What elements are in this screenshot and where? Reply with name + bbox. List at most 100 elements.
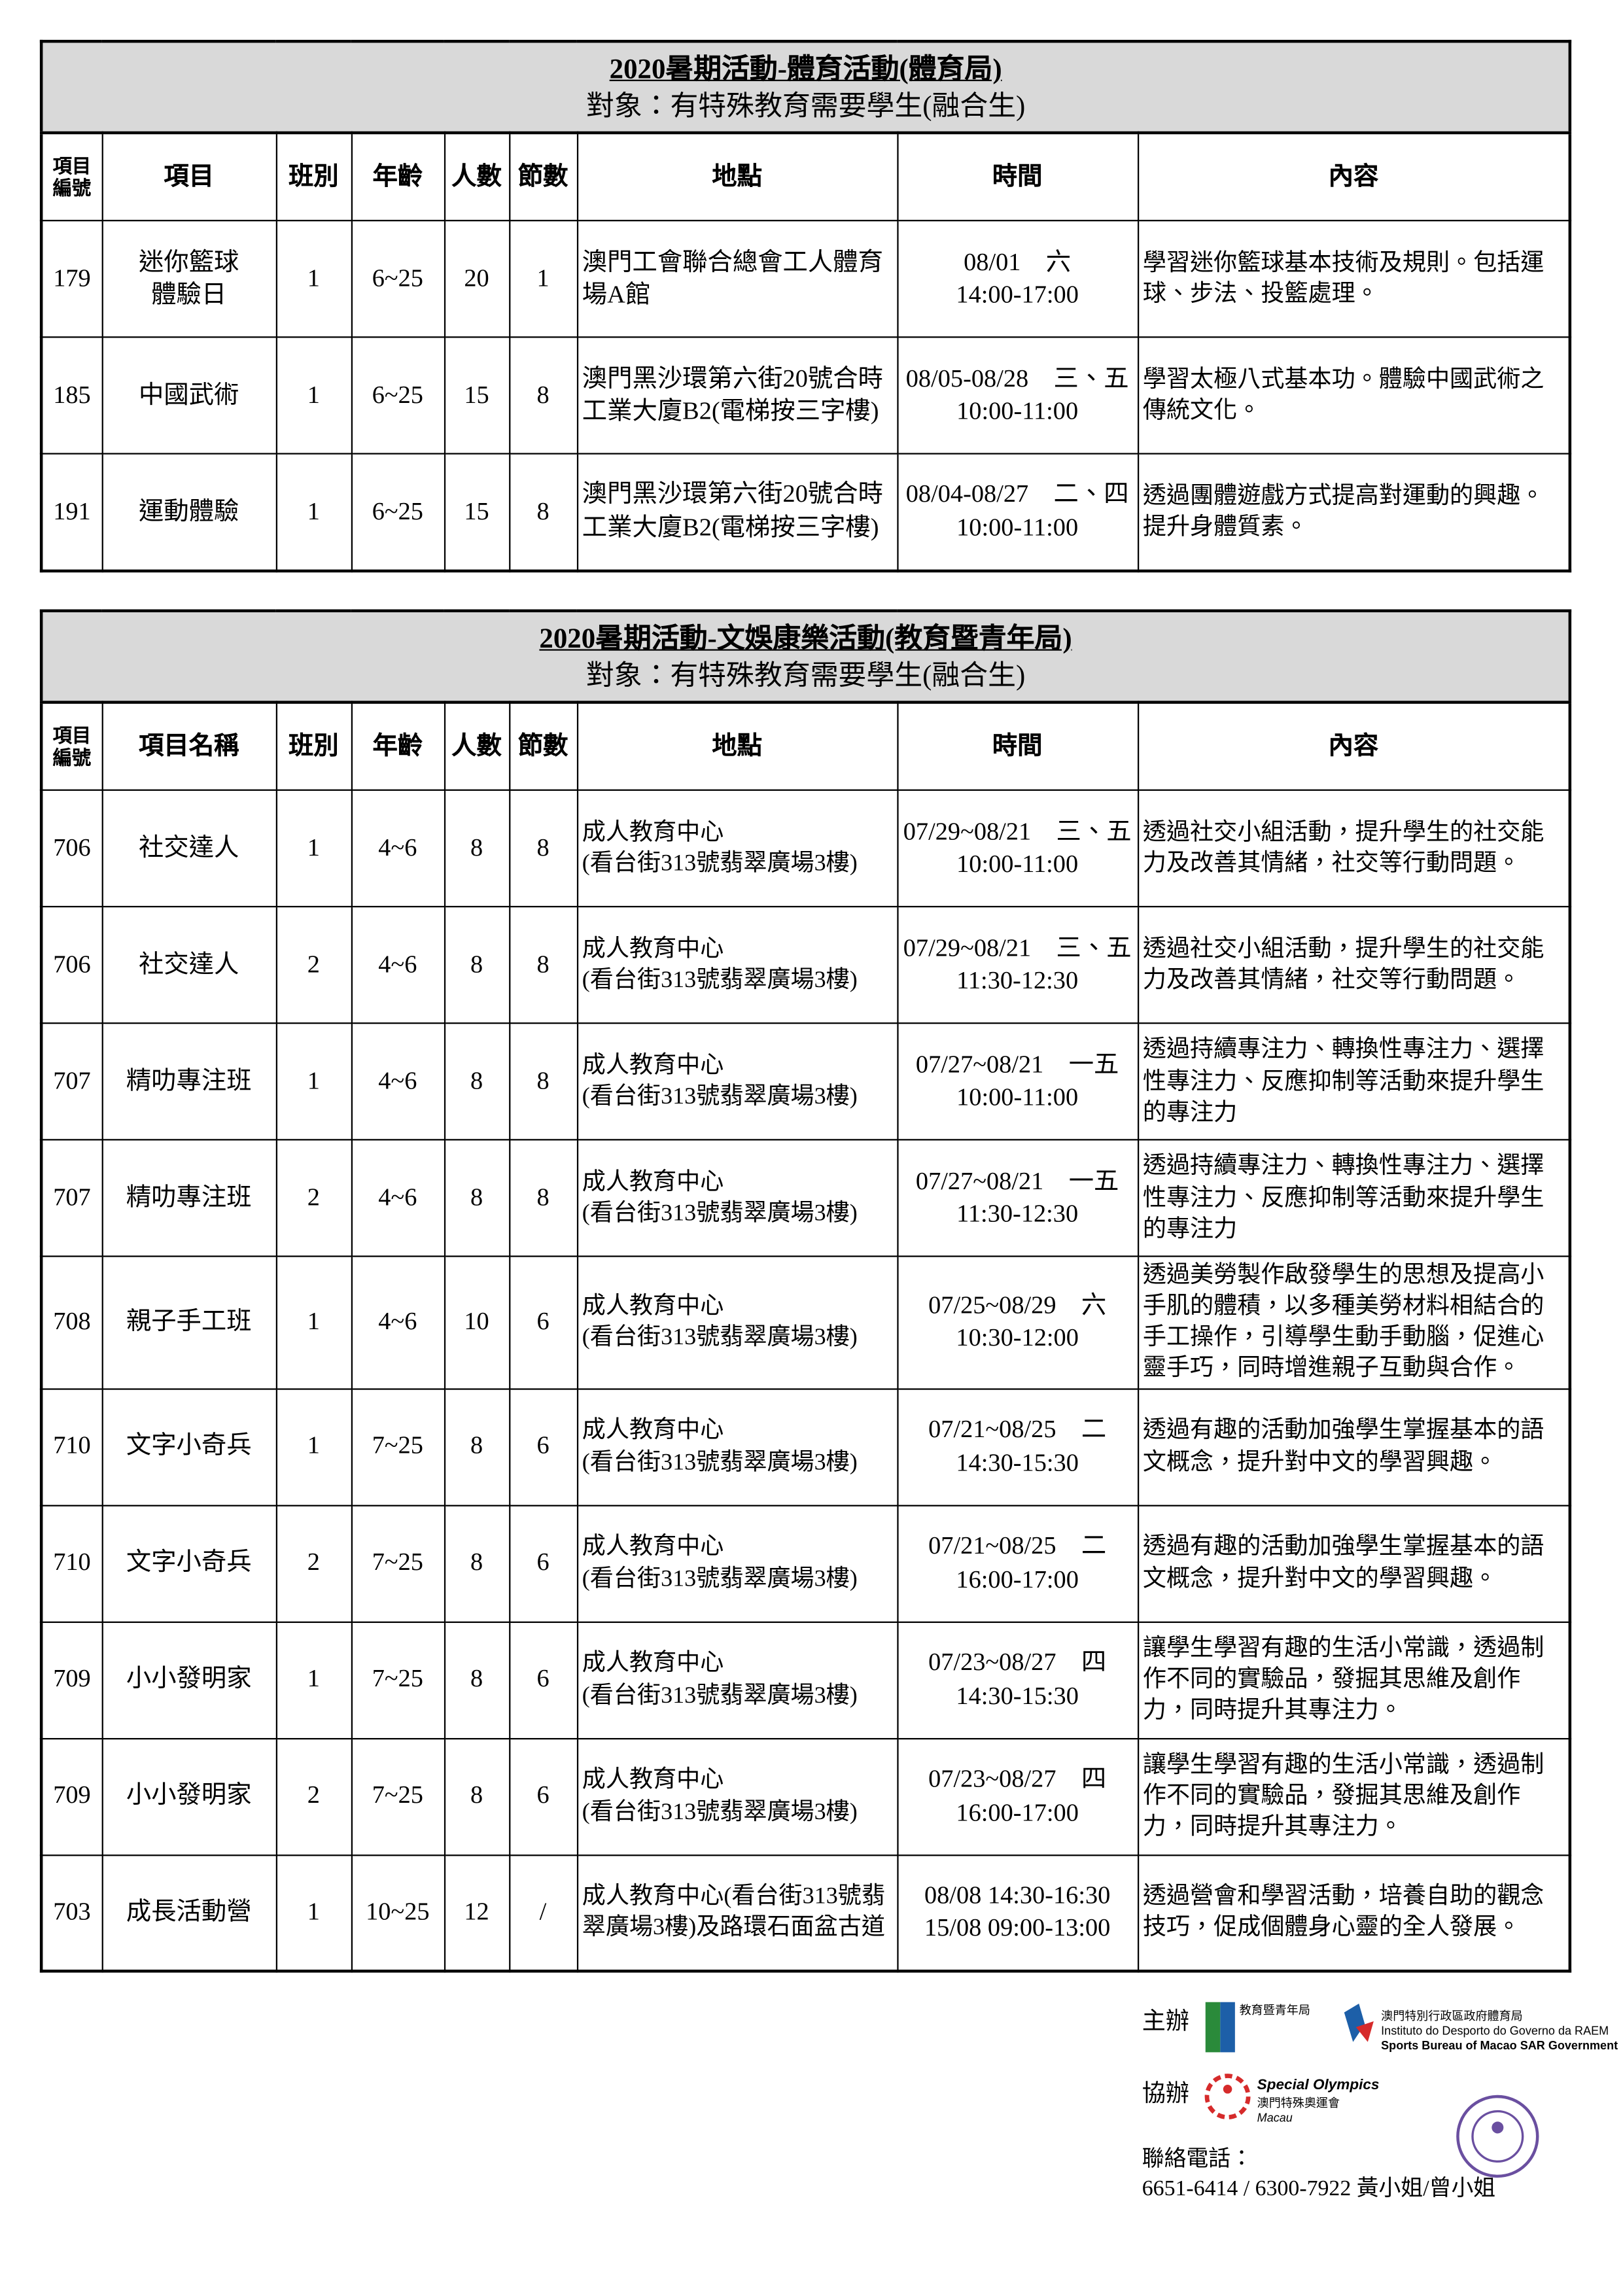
co-organizer-place: Macau: [1257, 2111, 1293, 2125]
cell-id: 703: [41, 1854, 103, 1972]
cell-capacity: 8: [443, 1504, 510, 1623]
cell-capacity: 8: [443, 1022, 510, 1141]
cell-location: 成人教育中心 (看台街313號翡翠廣場3樓): [576, 906, 898, 1024]
cell-id: 706: [41, 790, 103, 908]
organizer-1: 教育暨青年局: [1239, 2003, 1310, 2017]
cell-class-no: 1: [275, 453, 352, 572]
cell-content: 透過團體遊戲方式提高對運動的興趣。提升身體質素。: [1136, 453, 1571, 572]
cell-sessions: /: [508, 1854, 578, 1972]
cell-name: 精叻專注班: [101, 1022, 277, 1141]
table-recreation: 2020暑期活動-文娛康樂活動(教育暨青年局) 對象：有特殊教育需要學生(融合生)…: [39, 609, 1572, 1973]
cell-name: 迷你籃球 體驗日: [101, 220, 277, 338]
cell-id: 710: [41, 1387, 103, 1506]
cell-content: 透過有趣的活動加強學生掌握基本的語文概念，提升對中文的學習興趣。: [1136, 1387, 1571, 1506]
cell-time: 07/23~08/27 四 14:30-15:30: [896, 1620, 1139, 1739]
table-row: 709 小小發明家 2 7~25 8 6 成人教育中心 (看台街313號翡翠廣場3樓) 07/…: [41, 1737, 1571, 1856]
cell-content: 透過持續專注力、轉換性專注力、選擇性專注力、反應抑制等活動來提升學生的專注力: [1136, 1139, 1571, 1258]
table-row: 707 精叻專注班 1 4~6 8 8 成人教育中心 (看台街313號翡翠廣場3樓) 07/2…: [41, 1022, 1571, 1141]
cell-content: 讓學生學習有趣的生活小常識，透過制作不同的實驗品，發掘其思維及創作力，同時提升其…: [1136, 1737, 1571, 1856]
organizer-logos: [1205, 2002, 1374, 2053]
cell-id: 710: [41, 1504, 103, 1623]
cell-content: 透過營會和學習活動，培養自助的觀念技巧，促成個體身心靈的全人發展。: [1136, 1854, 1571, 1972]
cell-sessions: 8: [508, 906, 578, 1024]
cell-sessions: 6: [508, 1387, 578, 1506]
table-subtitle: 對象：有特殊教育需要學生(融合生): [585, 661, 1026, 693]
column-header: 項目 編號: [41, 132, 103, 222]
column-header: 班別: [275, 701, 352, 791]
cell-id: 179: [41, 220, 103, 338]
cell-class-no: 2: [275, 1737, 352, 1856]
header-row: 項目 編號 項目名稱 班別 年齡 人數 節數 地點 時間 內容: [41, 701, 1571, 791]
logo-mark: [1204, 2074, 1251, 2120]
cell-class-no: 1: [275, 336, 352, 455]
title-cell: 2020暑期活動-文娛康樂活動(教育暨青年局) 對象：有特殊教育需要學生(融合生): [41, 610, 1571, 704]
organizer-label: 主辦: [1142, 2009, 1189, 2035]
cell-location: 澳門黑沙環第六街20號合時工業大廈B2(電梯按三字樓): [576, 453, 898, 572]
cell-time: 07/27~08/21 一五 10:00-11:00: [896, 1022, 1139, 1141]
logo-mark: [1344, 2003, 1365, 2042]
cell-name: 小小發明家: [101, 1737, 277, 1856]
cell-age: 7~25: [350, 1387, 445, 1506]
column-header: 項目名稱: [101, 701, 277, 791]
table-body: 706 社交達人 1 4~6 8 8 成人教育中心 (看台街313號翡翠廣場3樓) 07/29…: [41, 790, 1571, 1972]
cell-time: 07/29~08/21 三、五 11:30-12:30: [896, 906, 1139, 1024]
cell-capacity: 8: [443, 1387, 510, 1506]
co-organizer-en: Special Olympics: [1257, 2077, 1380, 2094]
cell-sessions: 6: [508, 1504, 578, 1623]
logo-mark: [1223, 2085, 1232, 2094]
cell-capacity: 8: [443, 1737, 510, 1856]
cell-sessions: 6: [508, 1620, 578, 1739]
cell-age: 10~25: [350, 1854, 445, 1972]
cell-content: 讓學生學習有趣的生活小常識，透過制作不同的實驗品，發掘其思維及創作力，同時提升其…: [1136, 1620, 1571, 1739]
special-olympics-logo: [1204, 2074, 1251, 2120]
cell-location: 成人教育中心(看台街313號翡翠廣場3樓)及路環石面盆古道: [576, 1854, 898, 1972]
cell-id: 708: [41, 1255, 103, 1389]
cell-name: 運動體驗: [101, 453, 277, 572]
cell-class-no: 1: [275, 1854, 352, 1972]
cell-sessions: 6: [508, 1255, 578, 1389]
table-row: 708 親子手工班 1 4~6 10 6 成人教育中心 (看台街313號翡翠廣場3樓) 07/…: [41, 1255, 1571, 1389]
cell-age: 4~6: [350, 1255, 445, 1389]
logo-mark: [1456, 2095, 1539, 2178]
cell-location: 成人教育中心 (看台街313號翡翠廣場3樓): [576, 1387, 898, 1506]
cell-class-no: 1: [275, 220, 352, 338]
cell-capacity: 10: [443, 1255, 510, 1389]
header-row: 項目 編號 項目 班別 年齡 人數 節數 地點 時間 內容: [41, 132, 1571, 222]
cell-class-no: 2: [275, 1504, 352, 1623]
cell-time: 08/04-08/27 二、四 10:00-11:00: [896, 453, 1139, 572]
table-row: 191 運動體驗 1 6~25 15 8 澳門黑沙環第六街20號合時工業大廈B2(電梯按三字…: [41, 453, 1571, 572]
table-head: 2020暑期活動-體育活動(體育局) 對象：有特殊教育需要學生(融合生) 項目 編號…: [41, 41, 1571, 222]
contact: 6651-6414 / 6300-7922 黃小姐/曾小姐: [1142, 2178, 1496, 2202]
cell-content: 透過社交小組活動，提升學生的社交能力及改善其情緒，社交等行動問題。: [1136, 790, 1571, 908]
cell-sessions: 8: [508, 453, 578, 572]
co-organizer-label: 協辦: [1142, 2081, 1189, 2107]
organizer-2-zh: 澳門特別行政區政府體育局: [1381, 2009, 1523, 2023]
cell-capacity: 8: [443, 790, 510, 908]
column-header: 節數: [508, 132, 578, 222]
cell-name: 親子手工班: [101, 1255, 277, 1389]
cell-time: 08/08 14:30-16:30 15/08 09:00-13:00: [896, 1854, 1139, 1972]
cell-age: 4~6: [350, 1139, 445, 1258]
organizer-2-pt: Instituto do Desporto do Governo da RAEM: [1381, 2024, 1609, 2038]
cell-sessions: 1: [508, 220, 578, 338]
cell-content: 透過社交小組活動，提升學生的社交能力及改善其情緒，社交等行動問題。: [1136, 906, 1571, 1024]
cell-capacity: 12: [443, 1854, 510, 1972]
cell-age: 4~6: [350, 906, 445, 1024]
cell-name: 小小發明家: [101, 1620, 277, 1739]
cell-class-no: 1: [275, 790, 352, 908]
cell-time: 08/05-08/28 三、五 10:00-11:00: [896, 336, 1139, 455]
cell-content: 透過美勞製作啟發學生的思想及提高小手肌的體積，以多種美勞材料相結合的手工操作，引…: [1136, 1255, 1571, 1389]
cell-name: 成長活動營: [101, 1854, 277, 1972]
column-header: 項目: [101, 132, 277, 222]
title-row: 2020暑期活動-文娛康樂活動(教育暨青年局) 對象：有特殊教育需要學生(融合生): [41, 610, 1571, 704]
column-header: 地點: [576, 132, 898, 222]
cell-content: 透過有趣的活動加強學生掌握基本的語文概念，提升對中文的學習興趣。: [1136, 1504, 1571, 1623]
column-header: 時間: [896, 701, 1139, 791]
table-row: 709 小小發明家 1 7~25 8 6 成人教育中心 (看台街313號翡翠廣場3樓) 07/…: [41, 1620, 1571, 1739]
cell-location: 成人教育中心 (看台街313號翡翠廣場3樓): [576, 1139, 898, 1258]
table-row: 706 社交達人 1 4~6 8 8 成人教育中心 (看台街313號翡翠廣場3樓) 07/29…: [41, 790, 1571, 908]
cell-content: 學習迷你籃球基本技術及規則。包括運球、步法、投籃處理。: [1136, 220, 1571, 338]
cell-age: 6~25: [350, 453, 445, 572]
cell-capacity: 8: [443, 1139, 510, 1258]
